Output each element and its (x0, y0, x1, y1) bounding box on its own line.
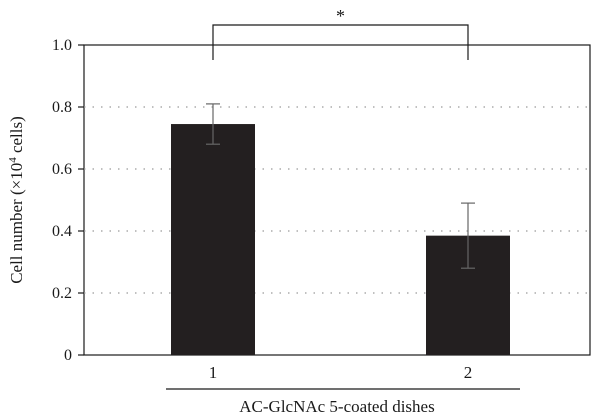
y-axis-label-tail: cells) (7, 116, 26, 157)
y-tick-label: 0.8 (52, 99, 72, 116)
significance-bracket (212, 24, 469, 60)
bar-1 (171, 124, 255, 355)
y-tick-label: 0.4 (52, 223, 72, 240)
error-bars (206, 103, 475, 269)
y-tick-label: 1.0 (52, 37, 72, 54)
y-tick-label: 0.2 (52, 285, 72, 302)
y-axis-ticks: 0 0.2 0.4 0.6 0.8 1.0 (52, 37, 84, 364)
x-tick-label: 2 (464, 363, 473, 382)
x-tick-label: 1 (209, 363, 218, 382)
bars (171, 124, 510, 355)
plot-frame (83, 44, 591, 356)
y-tick-label: 0 (64, 347, 72, 364)
y-axis-label: Cell number (×104 cells) (7, 116, 26, 284)
x-axis-label: AC-GlcNAc 5-coated dishes (239, 397, 434, 416)
significance-marker: * (336, 6, 345, 26)
grid-lines (84, 106, 590, 294)
y-tick-label: 0.6 (52, 161, 72, 178)
y-axis-label-main: Cell number (×10 (7, 163, 26, 284)
y-axis-label-superscript: 4 (7, 157, 19, 163)
